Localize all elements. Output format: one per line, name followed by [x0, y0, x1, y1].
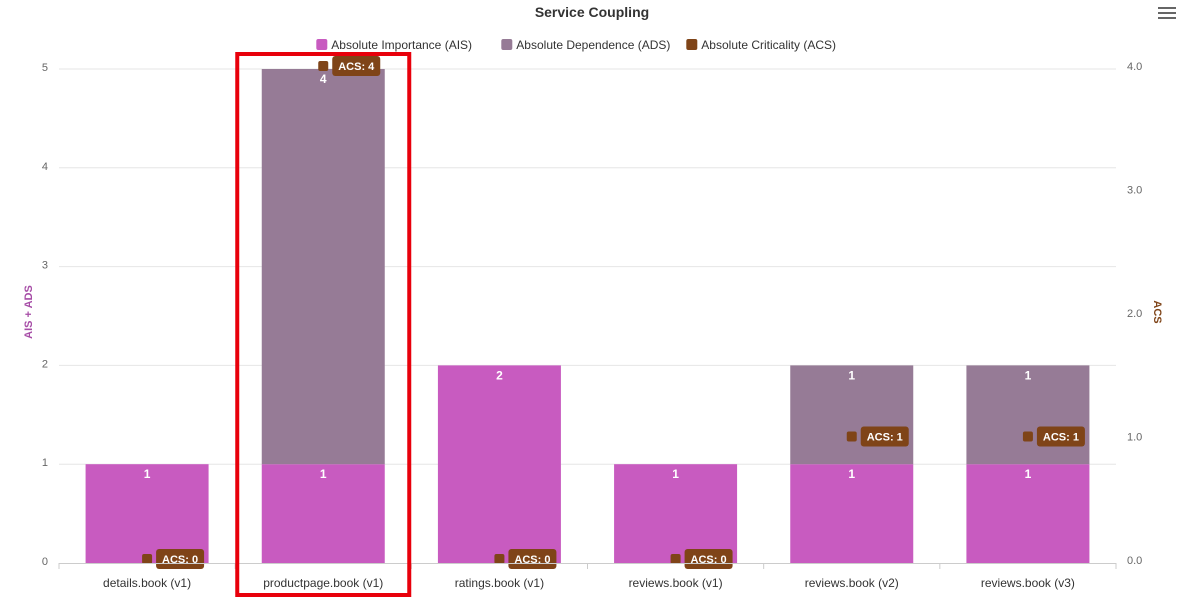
- ais-bar-label: 2: [496, 368, 503, 382]
- left-axis-tick-label: 5: [42, 62, 48, 74]
- acs-label-box: [860, 426, 909, 447]
- left-axis-title: AIS + ADS: [23, 285, 35, 339]
- right-axis-title: ACS: [1151, 300, 1163, 323]
- ais-bar: [261, 464, 385, 563]
- ads-bar-label: 1: [1025, 368, 1032, 382]
- highlight-box: [235, 52, 412, 597]
- hamburger-menu-icon[interactable]: [1156, 4, 1178, 22]
- legend-swatch: [501, 39, 513, 50]
- legend-label: Absolute Importance (AIS): [331, 38, 472, 52]
- chart-title: Service Coupling: [535, 4, 649, 20]
- left-axis-tick-label: 2: [42, 358, 48, 370]
- acs-label: ACS: 0: [162, 554, 198, 566]
- acs-label-box: [1036, 426, 1085, 447]
- ads-bar: [966, 365, 1090, 465]
- acs-label-box: [332, 56, 381, 76]
- bars: 1 1 4 2 1 1 1 1 1: [85, 69, 1090, 563]
- category-label: reviews.book (v3): [981, 576, 1075, 590]
- ais-bar-label: 1: [320, 467, 327, 481]
- legend-label: Absolute Criticality (ACS): [701, 38, 836, 52]
- category-label: reviews.book (v1): [629, 576, 723, 590]
- acs-point: [142, 554, 153, 564]
- ais-bar: [437, 365, 561, 563]
- ads-bar-label: 1: [848, 368, 855, 382]
- ais-bar: [85, 464, 209, 563]
- acs-point: [318, 61, 329, 71]
- ais-bar-label: 1: [848, 467, 855, 481]
- category-label: details.book (v1): [103, 576, 191, 590]
- legend-item[interactable]: Absolute Dependence (ADS): [501, 38, 670, 52]
- acs-label: ACS: 4: [338, 61, 375, 73]
- right-axis-tick-label: 2.0: [1127, 308, 1142, 320]
- legend-item[interactable]: Absolute Criticality (ACS): [686, 38, 836, 52]
- left-axis-tick-label: 1: [42, 457, 48, 469]
- acs-label: ACS: 1: [867, 432, 903, 444]
- legend-swatch: [686, 39, 698, 50]
- grid-lines: [59, 68, 1116, 465]
- ads-bar: [261, 69, 385, 465]
- axes: 0 1 2 3 4 5 0.0 1.0 2.0 3.0 4.0 AIS + ADS ACS details…: [23, 61, 1163, 590]
- acs-label: ACS: 0: [514, 554, 550, 566]
- acs-label: ACS: 1: [1043, 432, 1079, 444]
- acs-point: [494, 554, 505, 564]
- right-axis-tick-label: 1.0: [1127, 432, 1142, 444]
- acs-point: [1022, 431, 1033, 442]
- legend-label: Absolute Dependence (ADS): [516, 38, 670, 52]
- left-axis-tick-label: 4: [42, 161, 48, 173]
- ais-bar: [614, 464, 738, 563]
- legend-item[interactable]: Absolute Importance (AIS): [316, 38, 472, 52]
- left-axis-tick-label: 0: [42, 556, 48, 568]
- acs-label: ACS: 0: [691, 554, 727, 566]
- ais-bar-label: 1: [672, 467, 679, 481]
- right-axis-tick-label: 0.0: [1127, 555, 1142, 567]
- acs-point: [670, 554, 681, 564]
- right-axis-tick-label: 4.0: [1127, 61, 1142, 73]
- left-axis-tick-label: 3: [42, 260, 48, 272]
- category-label: reviews.book (v2): [805, 576, 899, 590]
- chart-legend[interactable]: Absolute Importance (AIS) Absolute Depend…: [316, 38, 836, 52]
- ads-bar-label: 4: [320, 72, 327, 86]
- ais-bar: [966, 464, 1090, 563]
- acs-point: [846, 431, 857, 442]
- category-label: productpage.book (v1): [263, 576, 383, 590]
- right-axis-tick-label: 3.0: [1127, 185, 1142, 197]
- ais-bar-label: 1: [144, 467, 151, 481]
- ads-bar: [790, 365, 914, 465]
- category-label: ratings.book (v1): [455, 576, 544, 590]
- highlight-rectangle: [235, 52, 412, 597]
- legend-swatch: [316, 39, 328, 50]
- ais-bar-label: 1: [1025, 467, 1032, 481]
- ais-bar: [790, 464, 914, 563]
